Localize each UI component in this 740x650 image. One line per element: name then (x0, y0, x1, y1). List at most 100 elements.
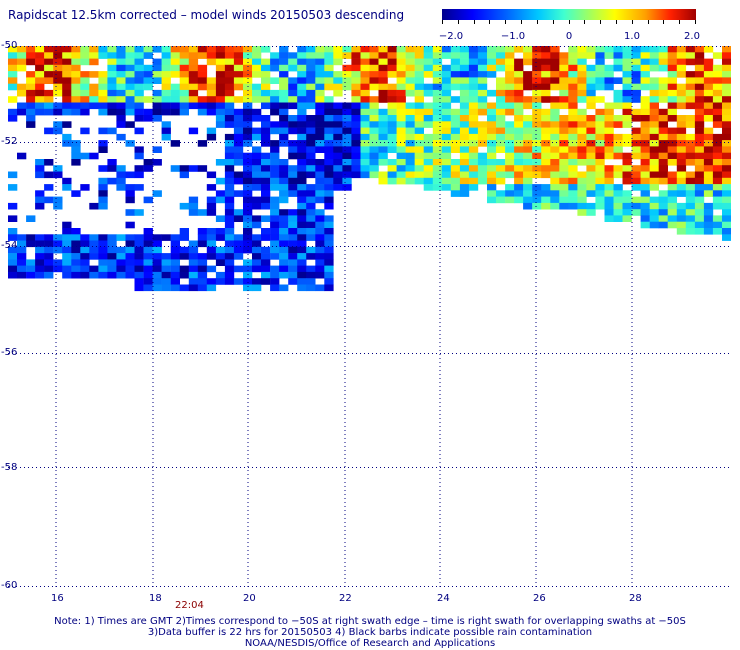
wind-pixel (342, 146, 352, 153)
wind-pixel (694, 46, 705, 53)
wind-pixel (396, 77, 406, 84)
wind-pixel (658, 133, 668, 141)
wind-pixel (279, 190, 289, 197)
wind-pixel (694, 140, 705, 147)
wind-pixel (369, 96, 379, 103)
wind-pixel (62, 71, 72, 78)
wind-pixel (270, 58, 280, 66)
wind-pixel (658, 108, 668, 116)
wind-pixel (441, 177, 452, 185)
wind-pixel (197, 284, 208, 292)
wind-pixel (514, 77, 524, 84)
wind-pixel (523, 77, 533, 84)
lat-tick-label: -60 (1, 580, 18, 591)
wind-pixel (188, 240, 199, 248)
wind-pixel (441, 77, 452, 84)
wind-pixel (279, 89, 289, 97)
colorbar-label: −2.0 (438, 31, 464, 42)
wind-pixel (694, 58, 705, 66)
wind-pixel (306, 46, 316, 53)
wind-pixel (378, 159, 388, 166)
wind-pixel (477, 58, 488, 66)
wind-pixel (523, 140, 533, 147)
wind-pixel (459, 108, 470, 116)
wind-pixel (523, 46, 533, 53)
wind-pixel (622, 102, 632, 110)
wind-pixel (631, 77, 641, 84)
wind-pixel (197, 209, 208, 216)
wind-pixel (62, 184, 72, 191)
wind-pixel (541, 202, 551, 210)
wind-pixel (487, 171, 497, 179)
wind-pixel (396, 127, 406, 135)
wind-pixel (17, 246, 27, 254)
wind-pixel (342, 184, 352, 191)
wind-pixel (315, 284, 325, 292)
wind-pixel (315, 209, 325, 216)
wind-pixel (505, 121, 515, 128)
wind-pixel (514, 177, 524, 185)
wind-pixel (224, 152, 235, 160)
wind-pixel (550, 102, 560, 110)
wind-pixel (252, 234, 262, 241)
wind-pixel (423, 133, 433, 141)
wind-pixel (315, 190, 325, 197)
wind-pixel (631, 133, 641, 141)
wind-pixel (532, 152, 542, 160)
wind-pixel (685, 121, 696, 128)
wind-pixel (206, 77, 217, 84)
wind-pixel (62, 140, 72, 147)
wind-pixel (8, 83, 18, 91)
wind-pixel (306, 284, 316, 292)
wind-pixel (125, 46, 135, 53)
wind-pixel (125, 253, 135, 260)
wind-pixel (712, 121, 723, 128)
wind-pixel (297, 253, 307, 260)
wind-pixel (450, 140, 461, 147)
wind-pixel (523, 71, 533, 78)
wind-pixel (496, 64, 506, 72)
wind-pixel (243, 77, 253, 84)
wind-pixel (279, 284, 289, 292)
colorbar-tick (663, 20, 664, 24)
wind-pixel (270, 77, 280, 84)
wind-pixel (8, 253, 18, 260)
wind-pixel (613, 46, 623, 53)
wind-pixel (252, 46, 262, 53)
wind-pixel (631, 140, 641, 147)
wind-pixel (523, 146, 533, 153)
wind-pixel (712, 165, 723, 172)
wind-pixel (613, 146, 623, 153)
wind-pixel (360, 165, 370, 172)
wind-pixel (297, 108, 307, 116)
wind-pixel (188, 271, 199, 279)
wind-pixel (459, 140, 470, 147)
wind-pixel (505, 152, 515, 160)
wind-pixel (550, 140, 560, 147)
wind-pixel (152, 259, 162, 266)
wind-pixel (667, 159, 677, 166)
wind-pixel (450, 121, 461, 128)
wind-pixel (378, 89, 388, 97)
wind-pixel (116, 102, 126, 110)
wind-pixel (496, 127, 506, 135)
wind-pixel (98, 96, 108, 103)
wind-pixel (649, 58, 659, 66)
wind-pixel (270, 196, 280, 204)
wind-pixel (550, 71, 560, 78)
wind-pixel (71, 240, 81, 248)
wind-pixel (622, 46, 632, 53)
wind-pixel (351, 64, 361, 72)
wind-pixel (297, 196, 307, 204)
wind-pixel (523, 127, 533, 135)
wind-pixel (243, 58, 253, 66)
wind-pixel (324, 115, 334, 122)
wind-pixel (577, 196, 587, 204)
wind-pixel (559, 184, 569, 191)
wind-pixel (315, 271, 325, 279)
wind-pixel (170, 96, 180, 103)
wind-pixel (405, 115, 415, 122)
wind-pixel (224, 253, 235, 260)
wind-pixel (450, 83, 461, 91)
wind-pixel (532, 83, 542, 91)
